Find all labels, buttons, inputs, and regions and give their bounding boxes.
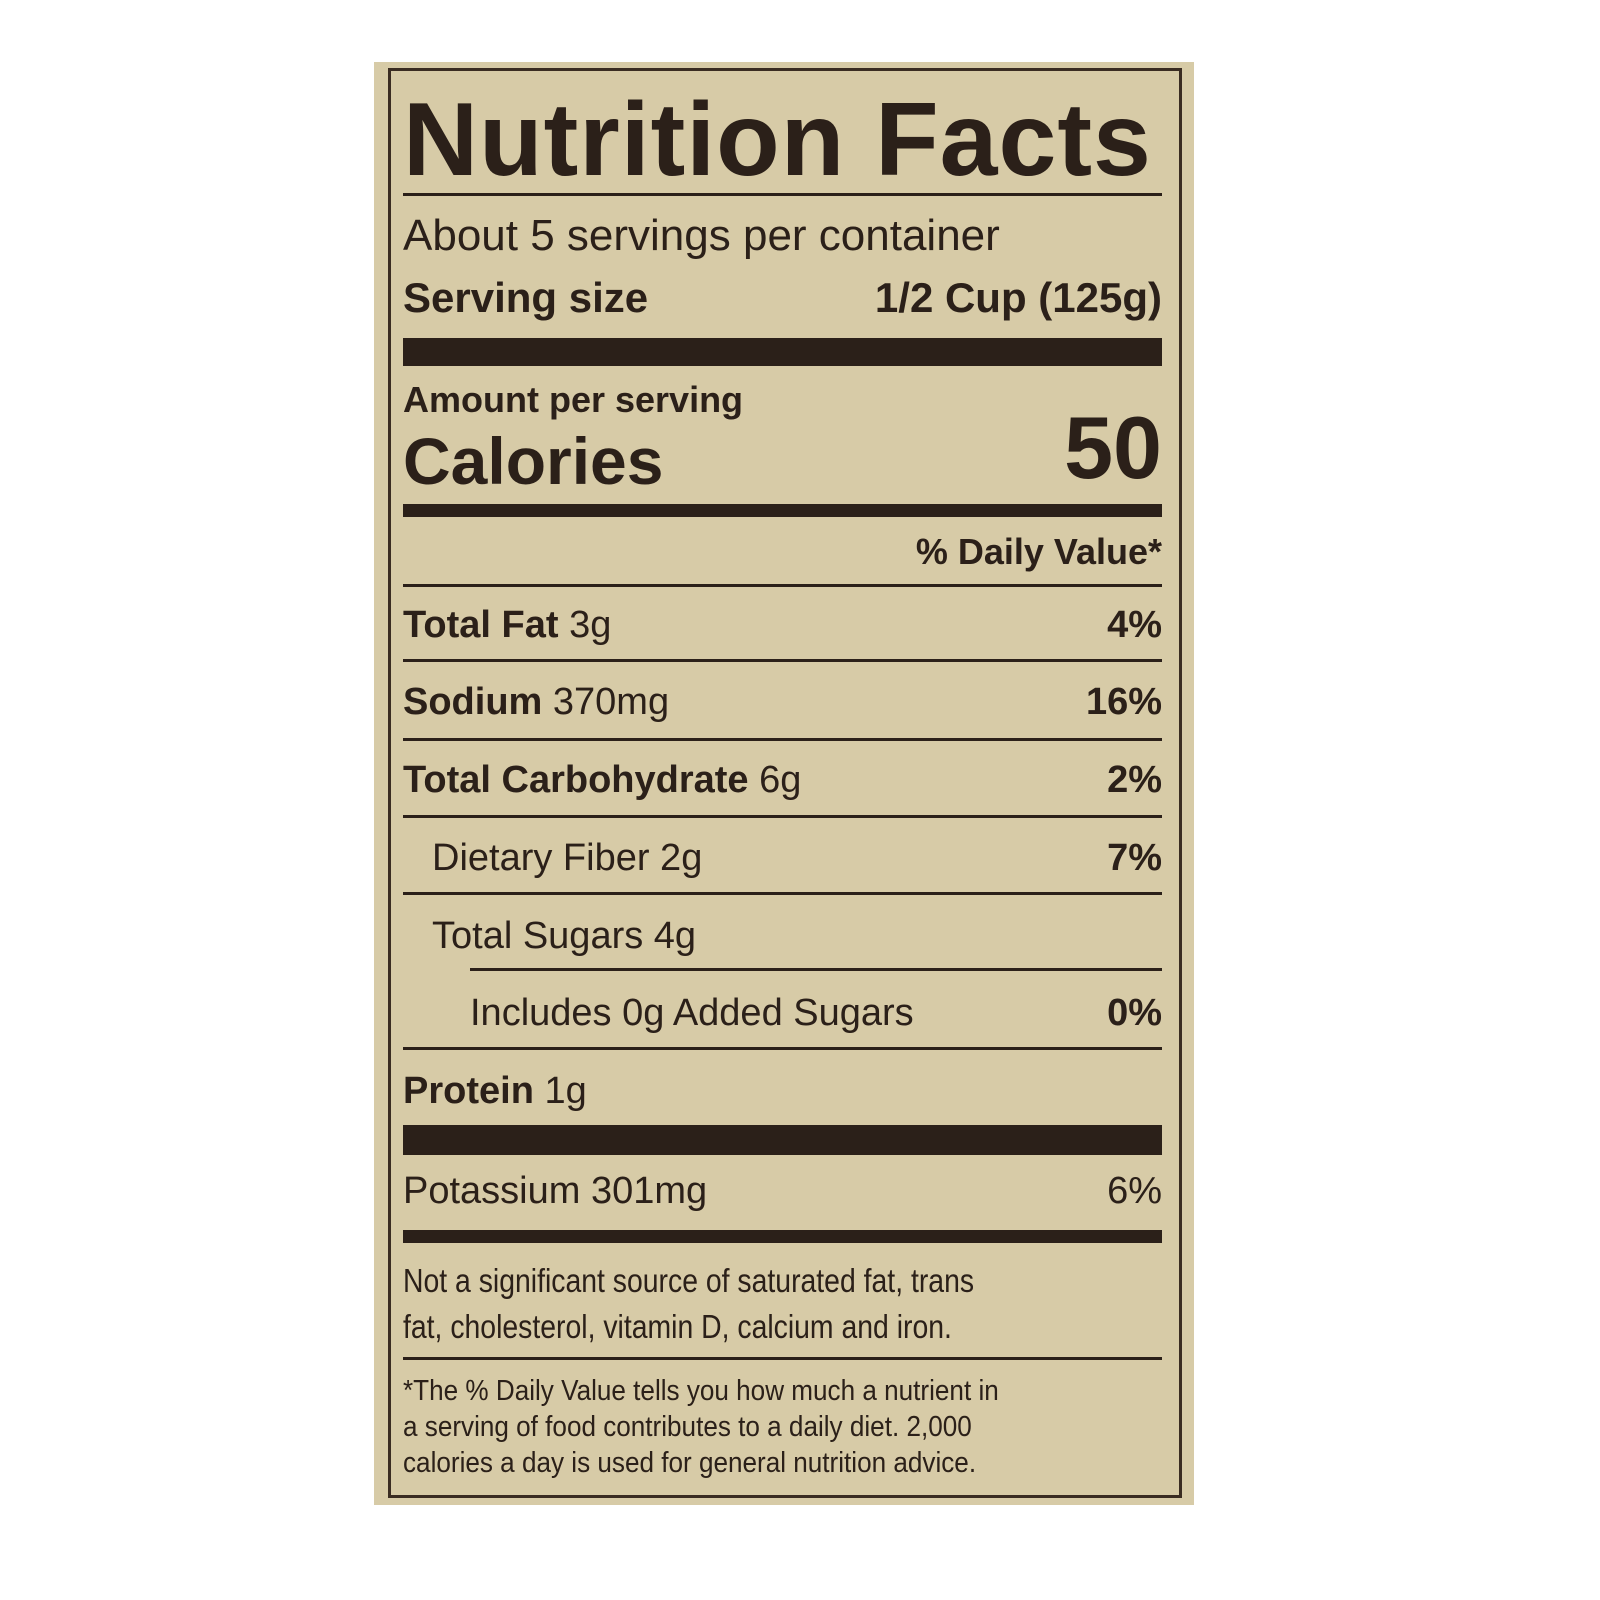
nutrient-row-total-fat: Total Fat 3g [403,606,611,644]
medium-divider [403,1230,1162,1243]
thick-divider [403,338,1162,366]
nutrient-dv: 16% [1085,681,1162,723]
nutrition-label-panel [374,62,1194,1505]
nutrient-row-added-sugars: Includes 0g Added Sugars [470,992,914,1034]
not-significant-line-1: Not a significant source of saturated fa… [403,1262,975,1299]
nutrient-dv: 0% [1107,992,1162,1034]
nutrient-row-protein: Protein 1g [403,1072,587,1110]
nutrient-amount: 3g [569,604,612,646]
daily-value-header: % Daily Value* [915,531,1162,572]
serving-size-value: 1/2 Cup (125g) [874,274,1162,321]
divider [403,193,1162,196]
calories-label: Calories [403,424,664,498]
nutrient-name: Total Fat [403,604,559,646]
divider [403,815,1162,818]
nutrient-dv: 7% [1107,837,1162,879]
divider [403,584,1162,587]
nutrient-name: Protein [403,1070,534,1112]
divider [470,968,1162,971]
nutrient-amount: 1g [544,1070,587,1112]
nutrient-dv: 4% [1107,604,1162,646]
calories-value: 50 [1064,398,1162,497]
servings-per-container: About 5 servings per container [403,211,1000,260]
nutrient-row-potassium: Potassium 301mg [403,1170,708,1212]
footnote-line-1: *The % Daily Value tells you how much a … [403,1375,999,1407]
not-significant-line-2: fat, cholesterol, vitamin D, calcium and… [403,1308,952,1345]
serving-size-label: Serving size [403,274,649,321]
medium-divider [403,504,1162,517]
divider [403,738,1162,741]
divider [403,892,1162,895]
nutrient-row-sodium: Sodium 370mg [403,683,669,721]
divider [403,1357,1162,1360]
divider [403,1047,1162,1050]
divider [403,659,1162,662]
nutrient-amount: 6g [759,759,802,801]
nutrient-row-dietary-fiber: Dietary Fiber 2g [432,837,703,879]
nutrient-name: Sodium [403,681,543,723]
label-border [388,68,1182,1498]
nutrient-dv: 6% [1107,1170,1162,1212]
nutrient-row-total-carbohydrate: Total Carbohydrate 6g [403,761,801,799]
nutrient-amount: 370mg [552,681,670,723]
thick-divider [403,1125,1162,1155]
nutrient-row-total-sugars: Total Sugars 4g [432,915,697,957]
footnote-line-3: calories a day is used for general nutri… [403,1447,977,1479]
label-title: Nutrition Facts [403,82,1152,198]
nutrient-dv: 2% [1107,759,1162,801]
nutrient-name: Total Carbohydrate [403,759,749,801]
footnote-line-2: a serving of food contributes to a daily… [403,1411,972,1443]
amount-per-serving: Amount per serving [403,379,744,420]
